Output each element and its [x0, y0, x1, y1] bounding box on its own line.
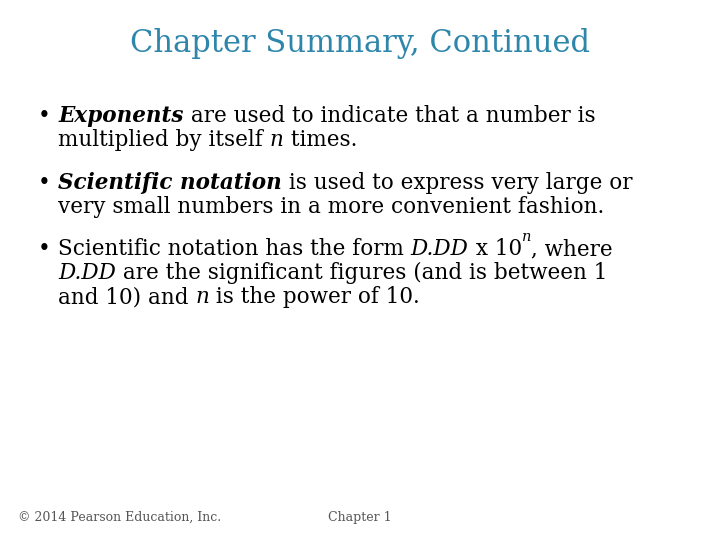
- Text: and 10) and: and 10) and: [58, 286, 195, 308]
- Text: n: n: [195, 286, 210, 308]
- Text: Chapter Summary, Continued: Chapter Summary, Continued: [130, 28, 590, 59]
- Text: is the power of 10.: is the power of 10.: [210, 286, 420, 308]
- Text: multiplied by itself: multiplied by itself: [58, 129, 269, 151]
- Text: •: •: [38, 105, 50, 127]
- Text: Scientific notation: Scientific notation: [58, 172, 282, 194]
- Text: •: •: [38, 172, 50, 194]
- Text: x 10: x 10: [469, 238, 522, 260]
- Text: D.DD: D.DD: [410, 238, 469, 260]
- Text: •: •: [38, 238, 50, 260]
- Text: , where: , where: [531, 238, 613, 260]
- Text: Chapter 1: Chapter 1: [328, 511, 392, 524]
- Text: are used to indicate that a number is: are used to indicate that a number is: [184, 105, 595, 127]
- Text: very small numbers in a more convenient fashion.: very small numbers in a more convenient …: [58, 195, 604, 218]
- Text: n: n: [269, 129, 284, 151]
- Text: Scientific notation has the form: Scientific notation has the form: [58, 238, 410, 260]
- Text: n: n: [522, 230, 531, 244]
- Text: © 2014 Pearson Education, Inc.: © 2014 Pearson Education, Inc.: [18, 511, 221, 524]
- Text: times.: times.: [284, 129, 357, 151]
- Text: are the significant figures (and is between 1: are the significant figures (and is betw…: [116, 262, 607, 285]
- Text: Exponents: Exponents: [58, 105, 184, 127]
- Text: is used to express very large or: is used to express very large or: [282, 172, 632, 194]
- Text: D.DD: D.DD: [58, 262, 116, 285]
